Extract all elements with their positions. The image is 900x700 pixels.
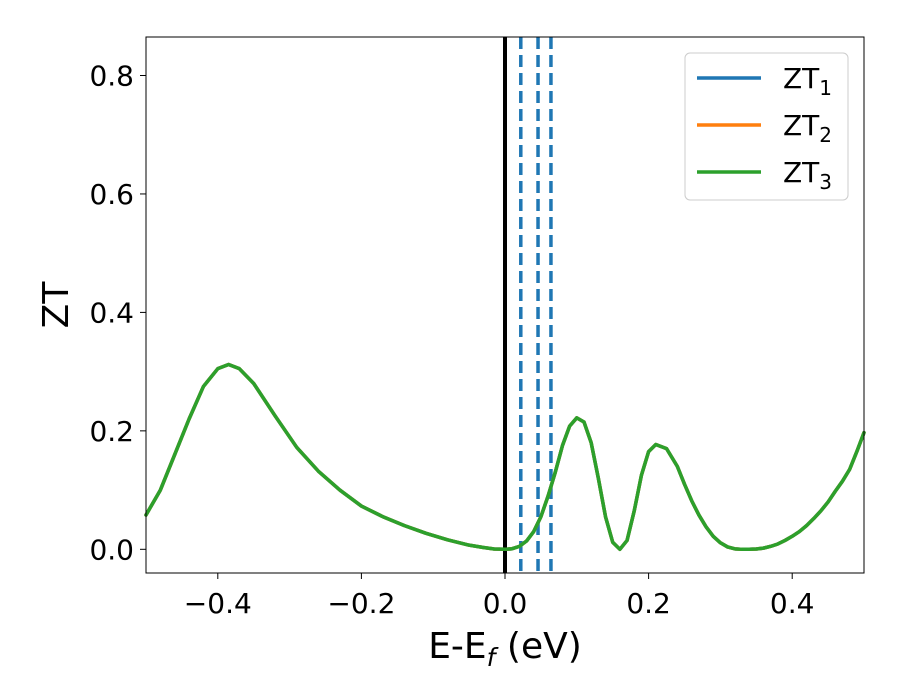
y-tick-label: 0.6	[89, 178, 134, 211]
x-axis-label: E-Ef (eV)	[428, 626, 582, 672]
legend-label-2: ZT2	[783, 109, 832, 147]
x-tick-label: 0.2	[626, 587, 671, 620]
legend: ZT1 ZT2 ZT3	[684, 52, 849, 201]
y-axis-label: ZT	[36, 281, 77, 329]
series-lines	[144, 362, 866, 552]
y-tick-label: 0.8	[89, 59, 134, 92]
y-tick-label: 0.0	[89, 533, 134, 566]
x-tick-label: 0.0	[483, 587, 528, 620]
x-tick-label: −0.4	[184, 587, 252, 620]
y-tick-label: 0.2	[89, 415, 134, 448]
legend-label-1: ZT1	[783, 62, 832, 100]
legend-entries: ZT1 ZT2 ZT3	[697, 62, 832, 194]
x-axis-ticks: −0.4 −0.2 0.0 0.2 0.4	[184, 573, 815, 620]
vertical-lines	[503, 37, 553, 573]
y-axis-ticks: 0.0 0.2 0.4 0.6 0.8	[89, 59, 146, 566]
legend-box	[684, 52, 849, 201]
x-tick-label: −0.2	[327, 587, 395, 620]
series-line-3	[144, 362, 866, 552]
legend-label-3: ZT3	[783, 156, 832, 194]
y-tick-label: 0.4	[89, 296, 134, 329]
x-tick-label: 0.4	[770, 587, 815, 620]
